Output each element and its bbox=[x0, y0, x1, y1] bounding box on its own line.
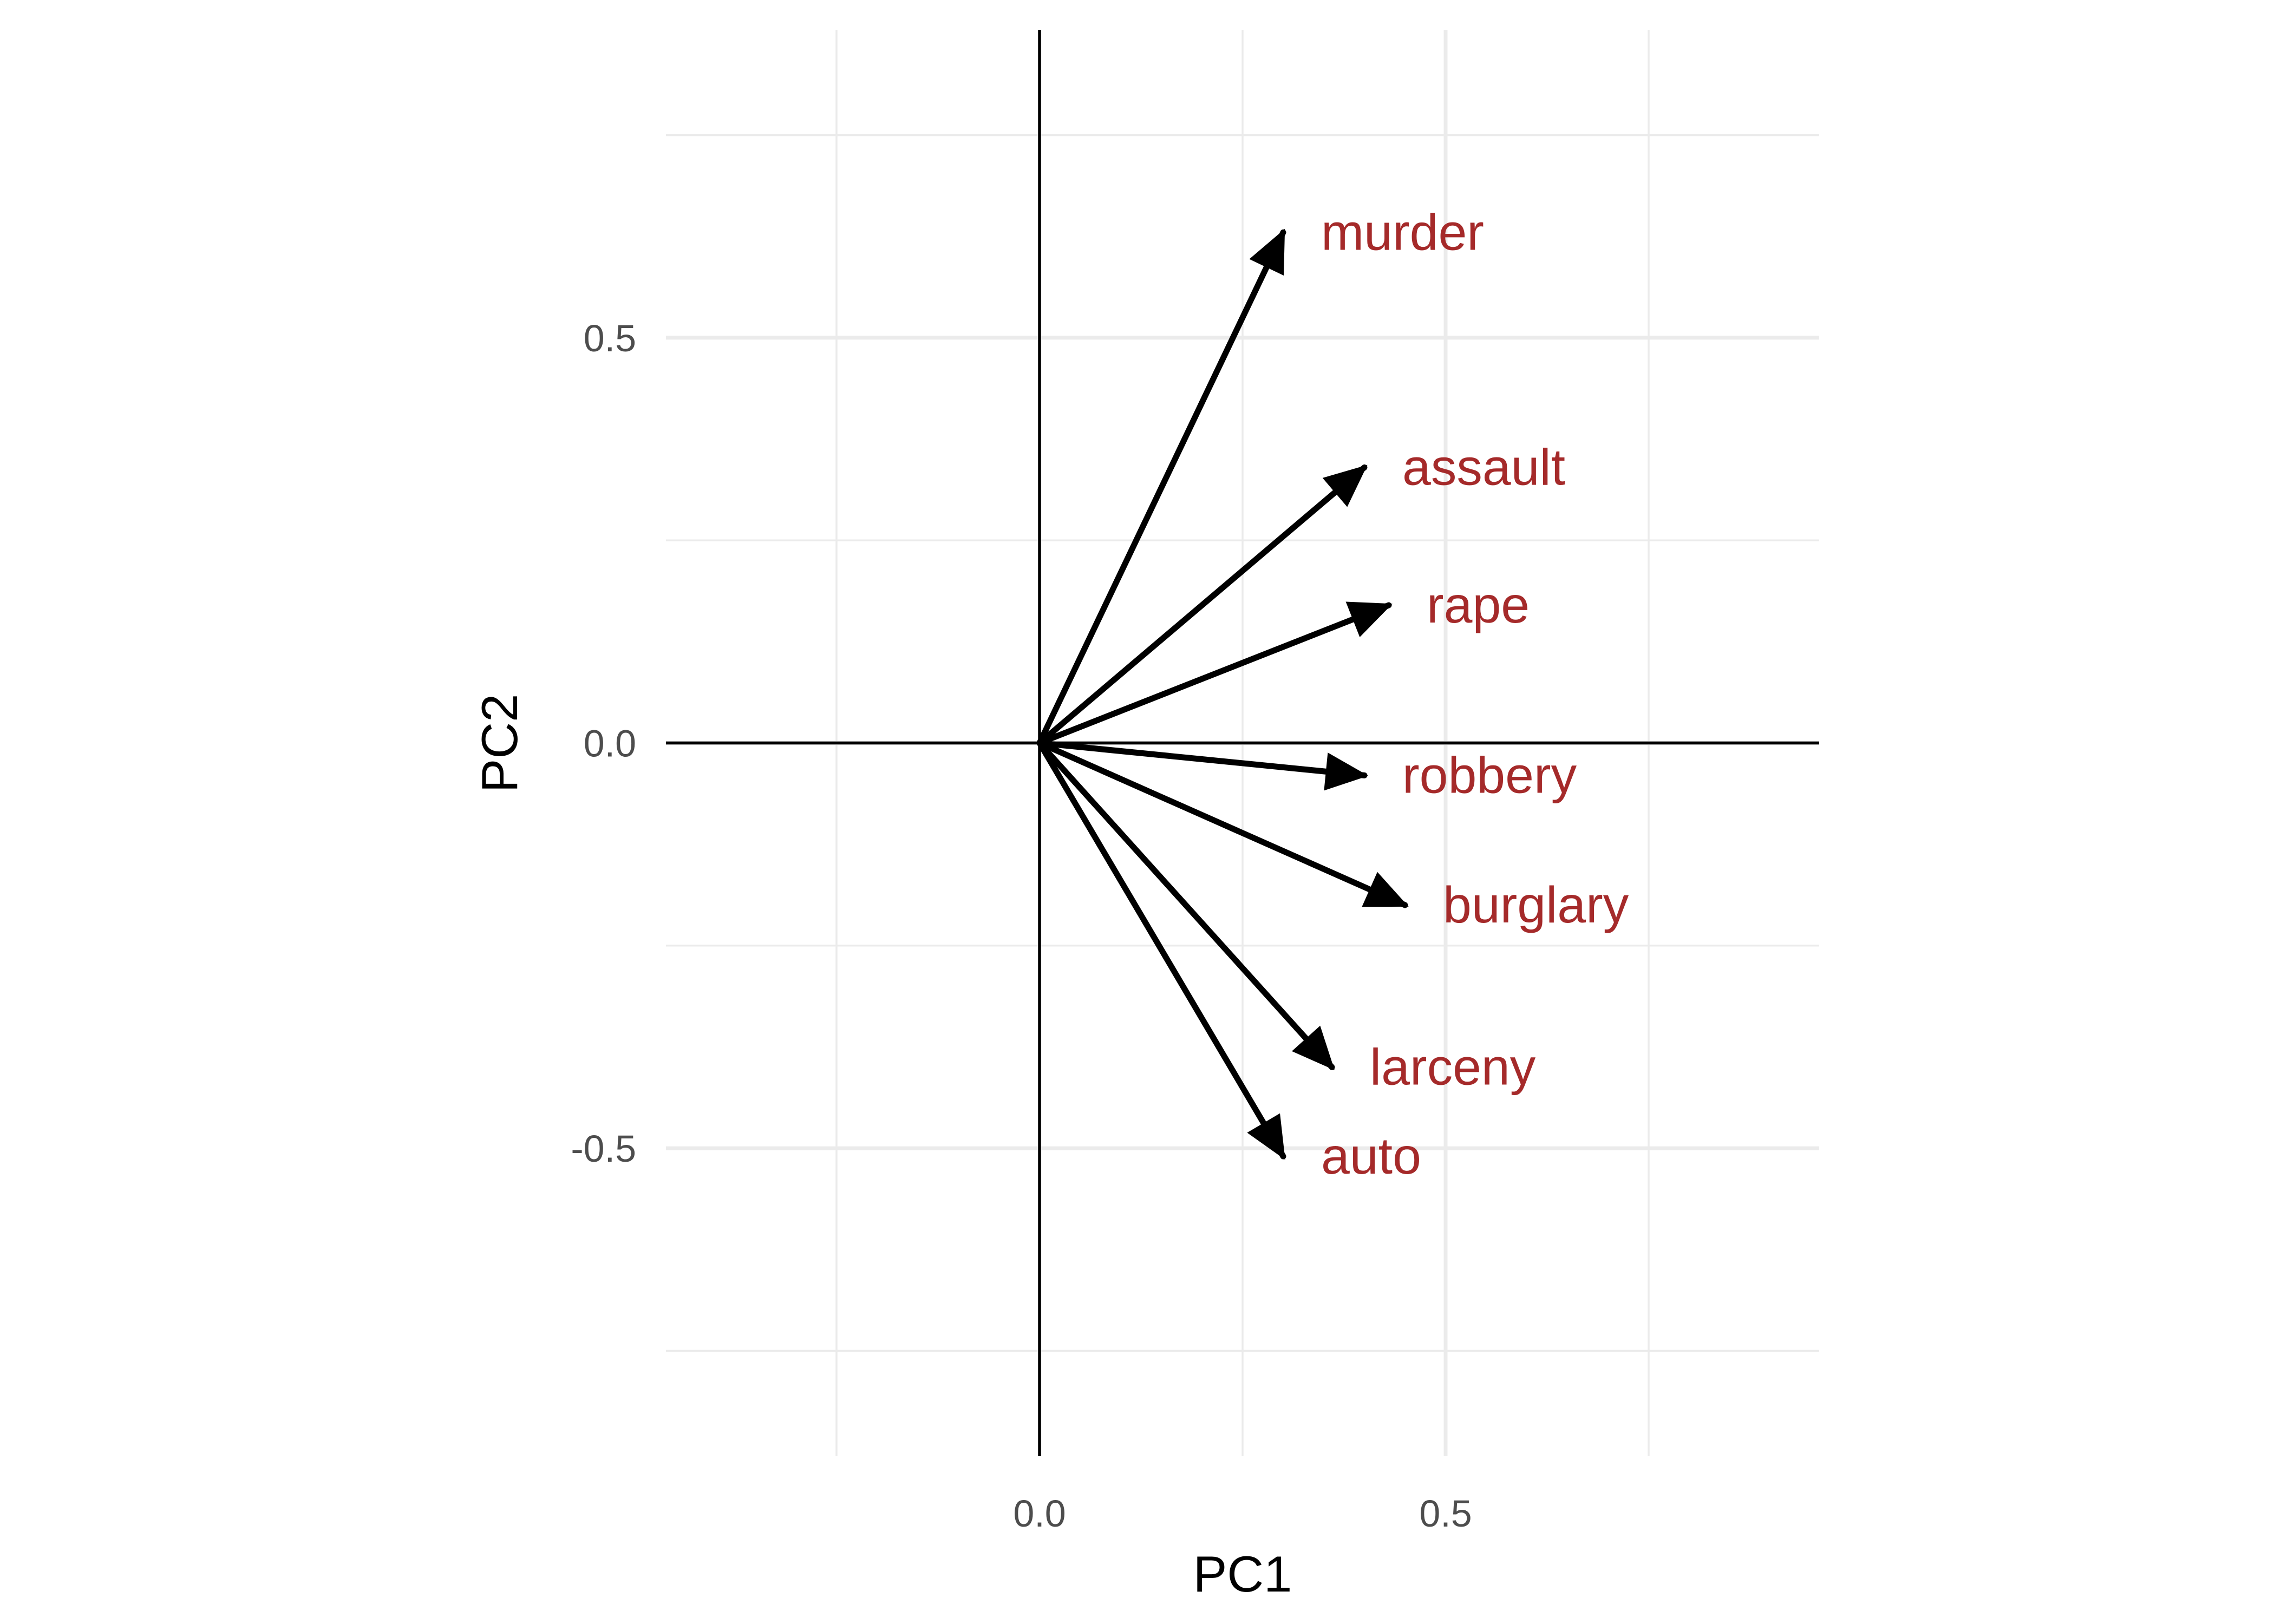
variable-label-robbery: robbery bbox=[1402, 746, 1577, 804]
arrow-head bbox=[1249, 228, 1285, 276]
arrow-head bbox=[1291, 1025, 1335, 1070]
loading-vectors bbox=[1036, 228, 1409, 1160]
variable-label-rape: rape bbox=[1427, 577, 1530, 634]
x-tick-label: 0.0 bbox=[1013, 1492, 1066, 1535]
loading-arrow-larceny bbox=[1036, 740, 1335, 1070]
x-axis-title: PC1 bbox=[1193, 1546, 1292, 1602]
loading-arrow-rape bbox=[1036, 601, 1393, 746]
arrow-shaft bbox=[1036, 740, 1286, 1160]
y-tick-label: -0.5 bbox=[571, 1128, 636, 1170]
loading-arrow-robbery bbox=[1036, 740, 1369, 791]
y-tick-label: 0.5 bbox=[584, 317, 636, 359]
arrow-shaft bbox=[1036, 602, 1392, 746]
arrow-head bbox=[1324, 752, 1369, 791]
variable-labels: murder assault rape robbery burglary larceny a… bbox=[1321, 204, 1629, 1185]
loading-arrow-assault bbox=[1036, 464, 1368, 746]
tick-labels: 0.0 0.5 0.5 0.0 -0.5 bbox=[571, 317, 1472, 1535]
arrow-shaft bbox=[1036, 464, 1368, 746]
y-axis-title: PC2 bbox=[471, 694, 528, 793]
variable-label-burglary: burglary bbox=[1443, 876, 1629, 934]
variable-label-murder: murder bbox=[1321, 204, 1484, 261]
loading-arrow-murder bbox=[1036, 228, 1286, 746]
variable-label-auto: auto bbox=[1321, 1128, 1421, 1185]
loading-arrow-auto bbox=[1036, 740, 1286, 1160]
variable-label-assault: assault bbox=[1402, 438, 1565, 496]
arrow-head bbox=[1322, 464, 1368, 507]
arrow-head bbox=[1247, 1113, 1285, 1160]
variable-label-larceny: larceny bbox=[1370, 1038, 1536, 1096]
arrow-shaft bbox=[1036, 740, 1335, 1070]
arrow-shaft bbox=[1036, 229, 1286, 746]
x-tick-label: 0.5 bbox=[1419, 1492, 1472, 1535]
loading-arrow-burglary bbox=[1036, 740, 1409, 908]
y-tick-label: 0.0 bbox=[584, 723, 636, 765]
arrow-shaft bbox=[1036, 740, 1408, 908]
arrow-shaft bbox=[1036, 740, 1368, 778]
arrow-head bbox=[1345, 601, 1393, 637]
arrow-head bbox=[1362, 872, 1409, 907]
